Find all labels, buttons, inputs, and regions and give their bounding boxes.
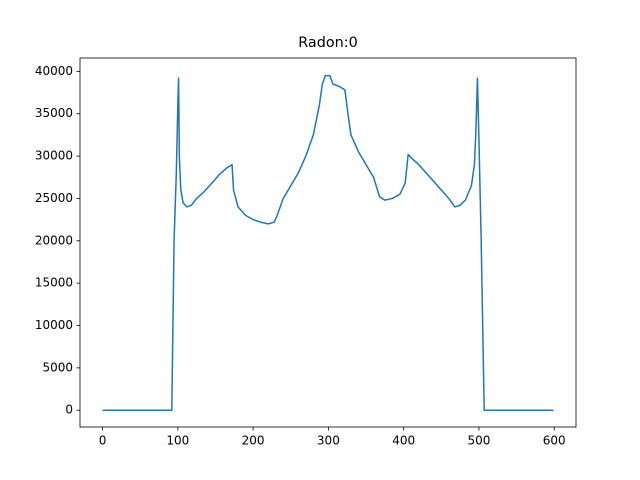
y-tick-label: 10000 bbox=[35, 318, 73, 332]
chart-title: Radon:0 bbox=[298, 35, 358, 51]
y-tick-label: 20000 bbox=[35, 233, 73, 247]
y-tick-label: 15000 bbox=[35, 276, 73, 290]
y-tick-label: 25000 bbox=[35, 191, 73, 205]
x-tick-label: 0 bbox=[99, 434, 107, 448]
x-tick-label: 400 bbox=[392, 434, 415, 448]
y-tick-label: 40000 bbox=[35, 64, 73, 78]
y-tick-label: 5000 bbox=[42, 360, 73, 374]
y-tick-label: 0 bbox=[65, 403, 73, 417]
x-tick-label: 600 bbox=[543, 434, 566, 448]
x-tick-label: 100 bbox=[166, 434, 189, 448]
x-tick-label: 200 bbox=[242, 434, 265, 448]
axes-frame bbox=[79, 57, 577, 428]
y-tick-label: 35000 bbox=[35, 106, 73, 120]
data-line bbox=[102, 74, 554, 411]
y-tick-label: 30000 bbox=[35, 149, 73, 163]
x-tick-label: 300 bbox=[317, 434, 340, 448]
x-tick-label: 500 bbox=[467, 434, 490, 448]
